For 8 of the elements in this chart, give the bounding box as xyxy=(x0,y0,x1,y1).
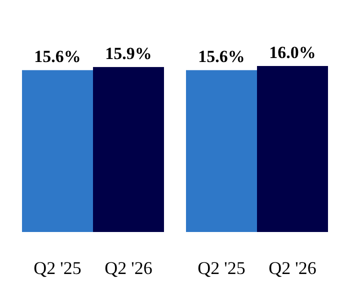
x-tick-label: Q2 '26 xyxy=(104,258,152,278)
x-tick-label: Q2 '25 xyxy=(198,258,246,278)
data-label: 15.6% xyxy=(198,47,245,66)
data-label: 16.0% xyxy=(269,43,316,62)
x-tick-label: Q2 '25 xyxy=(34,258,82,278)
data-label: 15.6% xyxy=(34,47,81,66)
data-label: 15.9% xyxy=(105,44,152,64)
x-tick-label: Q2 '26 xyxy=(268,258,316,278)
